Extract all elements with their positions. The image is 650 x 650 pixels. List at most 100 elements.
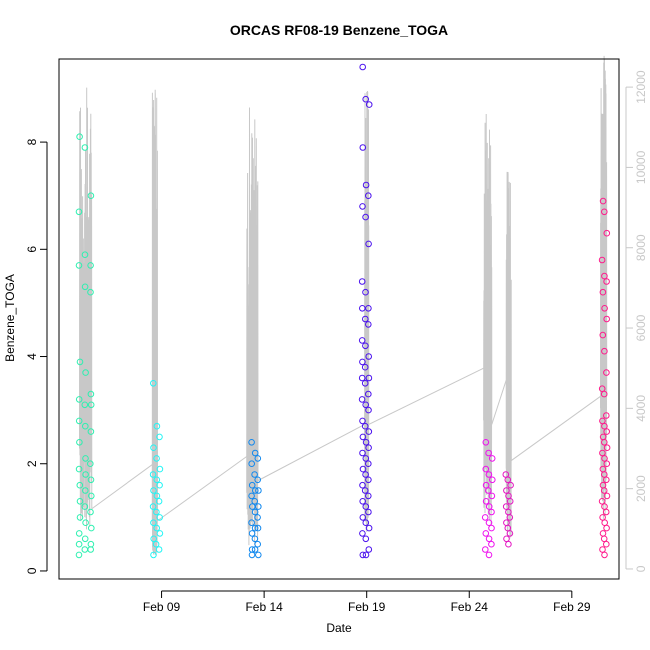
data-point <box>359 465 367 473</box>
data-point <box>150 487 157 494</box>
data-point <box>251 546 259 553</box>
data-point <box>82 369 89 376</box>
y-tick-label: 8 <box>25 138 39 145</box>
data-point <box>75 262 83 269</box>
data-point <box>150 551 157 559</box>
data-point <box>362 551 370 559</box>
data-point <box>156 481 163 489</box>
data-point <box>600 535 608 543</box>
data-point <box>359 530 366 537</box>
data-point <box>359 63 367 71</box>
data-point <box>359 358 366 366</box>
data-point <box>87 390 95 398</box>
series-RF11 <box>358 63 373 559</box>
data-point <box>81 401 89 409</box>
data-point <box>87 508 94 516</box>
data-point <box>362 342 369 350</box>
data-point <box>251 498 258 505</box>
data-point <box>485 471 493 478</box>
data-point <box>362 471 369 478</box>
data-point <box>601 439 608 446</box>
data-point <box>507 481 514 489</box>
y-axis-label: Benzene_TOGA <box>3 274 17 362</box>
data-point <box>488 492 496 500</box>
data-point <box>599 546 606 553</box>
data-point <box>502 503 510 510</box>
data-point <box>488 524 495 532</box>
data-point <box>75 540 83 548</box>
data-point <box>600 390 608 398</box>
data-point <box>362 503 370 510</box>
data-point <box>365 492 372 500</box>
data-point <box>358 278 366 285</box>
data-point <box>82 487 89 494</box>
data-point <box>254 455 262 462</box>
data-point <box>359 305 366 312</box>
series-RF13 <box>502 471 514 548</box>
data-point <box>503 487 510 494</box>
data-point <box>601 208 608 216</box>
data-point <box>150 535 157 543</box>
data-point <box>503 535 510 543</box>
data-point <box>358 337 366 344</box>
data-point <box>153 476 161 484</box>
data-point <box>365 390 372 398</box>
series-RF09 <box>149 380 164 559</box>
data-point <box>481 514 489 521</box>
data-point <box>362 401 370 409</box>
data-point <box>76 133 83 140</box>
data-point <box>485 449 492 457</box>
data-point <box>75 530 83 537</box>
data-point <box>252 487 259 494</box>
altitude-connector-1 <box>157 456 247 522</box>
altitude-trace-6 <box>600 55 608 519</box>
data-point <box>361 422 369 430</box>
y2-tick-label: 12000 <box>634 70 648 104</box>
altitude-trace-1 <box>151 89 158 556</box>
data-point <box>365 192 372 199</box>
data-point <box>254 514 261 521</box>
data-point <box>602 508 610 516</box>
data-point <box>488 508 495 516</box>
x-tick-label: Feb 24 <box>451 600 489 614</box>
data-point <box>488 455 496 462</box>
data-point <box>601 503 608 510</box>
data-point <box>248 492 255 500</box>
altitude-series <box>79 55 608 556</box>
data-point <box>251 508 259 516</box>
data-point <box>603 540 610 548</box>
data-point <box>248 481 256 489</box>
data-point <box>362 535 370 543</box>
data-point <box>365 406 372 414</box>
data-point <box>601 347 608 355</box>
data-point <box>81 503 89 510</box>
data-point <box>76 514 84 521</box>
data-point <box>82 455 89 462</box>
data-point <box>153 492 161 500</box>
data-point <box>359 551 367 559</box>
data-point <box>599 288 607 296</box>
data-point <box>87 460 94 468</box>
x-tick-label: Feb 14 <box>245 600 283 614</box>
data-point <box>601 455 608 462</box>
altitude-connector-5 <box>511 395 601 461</box>
data-point <box>358 374 366 382</box>
data-point <box>358 396 366 403</box>
series-RF10 <box>248 439 262 559</box>
data-point <box>603 524 610 532</box>
data-point <box>87 401 95 409</box>
data-point <box>485 519 493 527</box>
data-point <box>248 460 255 468</box>
data-point <box>361 363 369 371</box>
data-point <box>601 305 608 312</box>
data-point <box>81 251 89 258</box>
data-point <box>150 519 157 527</box>
data-point <box>153 455 160 462</box>
data-point <box>156 514 163 521</box>
data-point <box>149 503 157 510</box>
y2-tick-label: 4000 <box>634 395 648 422</box>
data-point <box>81 546 89 553</box>
data-point <box>82 422 89 430</box>
data-point <box>361 487 369 494</box>
data-point <box>156 465 164 473</box>
